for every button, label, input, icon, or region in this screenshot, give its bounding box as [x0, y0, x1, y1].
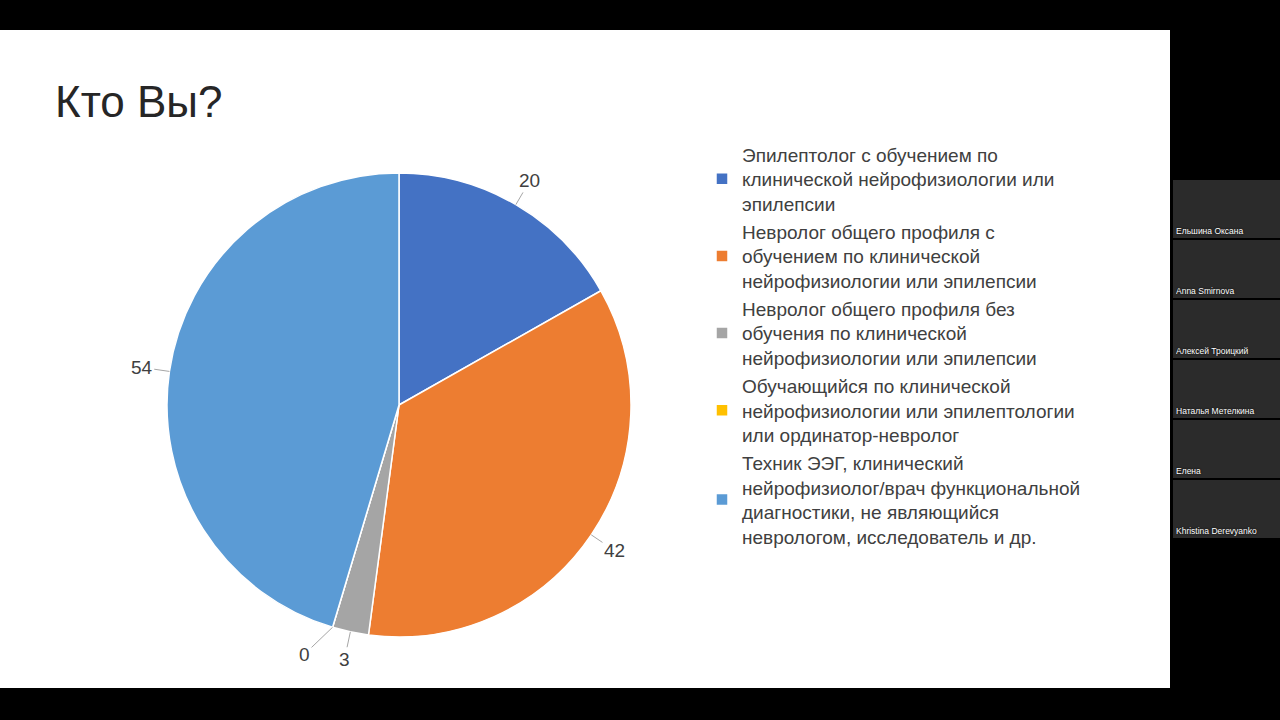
svg-text:3: 3	[339, 649, 350, 670]
svg-text:54: 54	[131, 357, 153, 378]
svg-text:Обучающийся по клиническойнейр: Обучающийся по клиническойнейрофизиологи…	[742, 376, 1075, 446]
svg-text:Невролог общего профиля безобу: Невролог общего профиля безобучения по к…	[742, 299, 1037, 369]
svg-text:Невролог общего профиля собуче: Невролог общего профиля собучением по кл…	[742, 222, 1037, 292]
svg-text:42: 42	[604, 540, 625, 561]
html-text:Khristina Derevyanko: Khristina Derevyanko	[1176, 526, 1257, 536]
svg-text:0: 0	[299, 644, 310, 665]
svg-text:Техник ЭЭГ, клиническийнейрофи: Техник ЭЭГ, клиническийнейрофизиолог/вра…	[742, 453, 1080, 548]
html-text:Алексей Троицкий: Алексей Троицкий	[1176, 346, 1249, 356]
html-text:Наталья Метелкина: Наталья Метелкина	[1176, 406, 1255, 416]
html-text:Anna Smirnova: Anna Smirnova	[1176, 286, 1235, 296]
svg-text:Кто Вы?: Кто Вы?	[55, 77, 222, 126]
svg-text:20: 20	[519, 170, 540, 191]
html-text:Ельшина Оксана: Ельшина Оксана	[1176, 226, 1244, 236]
svg-text:Эпилептолог с обучением поклин: Эпилептолог с обучением поклинической не…	[742, 145, 1054, 215]
html-text:Елена: Елена	[1176, 466, 1201, 476]
